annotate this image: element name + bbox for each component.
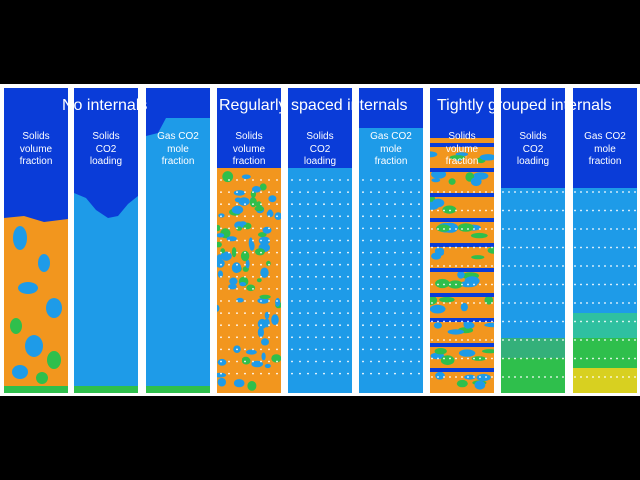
panel-regular-internals-solids-co2-loading: Solids CO2 loading: [288, 88, 352, 393]
contour-solids-volume-fraction-no-internals: [4, 88, 68, 393]
column-label: Solids CO2 loading: [89, 131, 123, 167]
contour-solids-co2-loading-tight-internals: [501, 88, 565, 393]
group-title-tight-internals: Tightly grouped internals: [437, 97, 612, 114]
contour-solids-co2-loading-regular-internals: [288, 88, 352, 393]
panel-no-internals-solids-volume-fraction: Solids volume fraction: [4, 88, 68, 393]
column-label: Gas CO2 mole fraction: [584, 131, 626, 167]
group-title-regular-internals: Regularly spaced internals: [219, 97, 408, 114]
contour-solids-volume-fraction-regular-internals: [217, 88, 281, 393]
panel-regular-internals-gas-co2-mole-fraction: Gas CO2 mole fraction: [359, 88, 423, 393]
column-label: Gas CO2 mole fraction: [157, 131, 199, 167]
panel-tight-internals-gas-co2-mole-fraction: Gas CO2 mole fraction: [573, 88, 637, 393]
panel-regular-internals-solids-volume-fraction: Solids volume fraction: [217, 88, 281, 393]
contour-gas-co2-mole-fraction-no-internals: [146, 88, 210, 393]
contour-gas-co2-mole-fraction-tight-internals: [573, 88, 637, 393]
column-label: Solids volume fraction: [445, 131, 479, 167]
contour-solids-volume-fraction-tight-internals: [430, 88, 494, 393]
panel-no-internals-gas-co2-mole-fraction: Gas CO2 mole fraction: [146, 88, 210, 393]
column-label: Solids CO2 loading: [303, 131, 337, 167]
contour-gas-co2-mole-fraction-regular-internals: [359, 88, 423, 393]
column-label: Solids volume fraction: [232, 131, 266, 167]
group-title-no-internals: No internals: [62, 97, 148, 114]
column-label: Solids CO2 loading: [516, 131, 550, 167]
panel-tight-internals-solids-volume-fraction: Solids volume fraction: [430, 88, 494, 393]
column-label: Solids volume fraction: [19, 131, 53, 167]
panel-tight-internals-solids-co2-loading: Solids CO2 loading: [501, 88, 565, 393]
panel-no-internals-solids-co2-loading: Solids CO2 loading: [74, 88, 138, 393]
simulation-figure: Solids volume fraction Solids CO2 loadin…: [0, 84, 640, 396]
column-label: Gas CO2 mole fraction: [370, 131, 412, 167]
contour-solids-co2-loading-no-internals: [74, 88, 138, 393]
